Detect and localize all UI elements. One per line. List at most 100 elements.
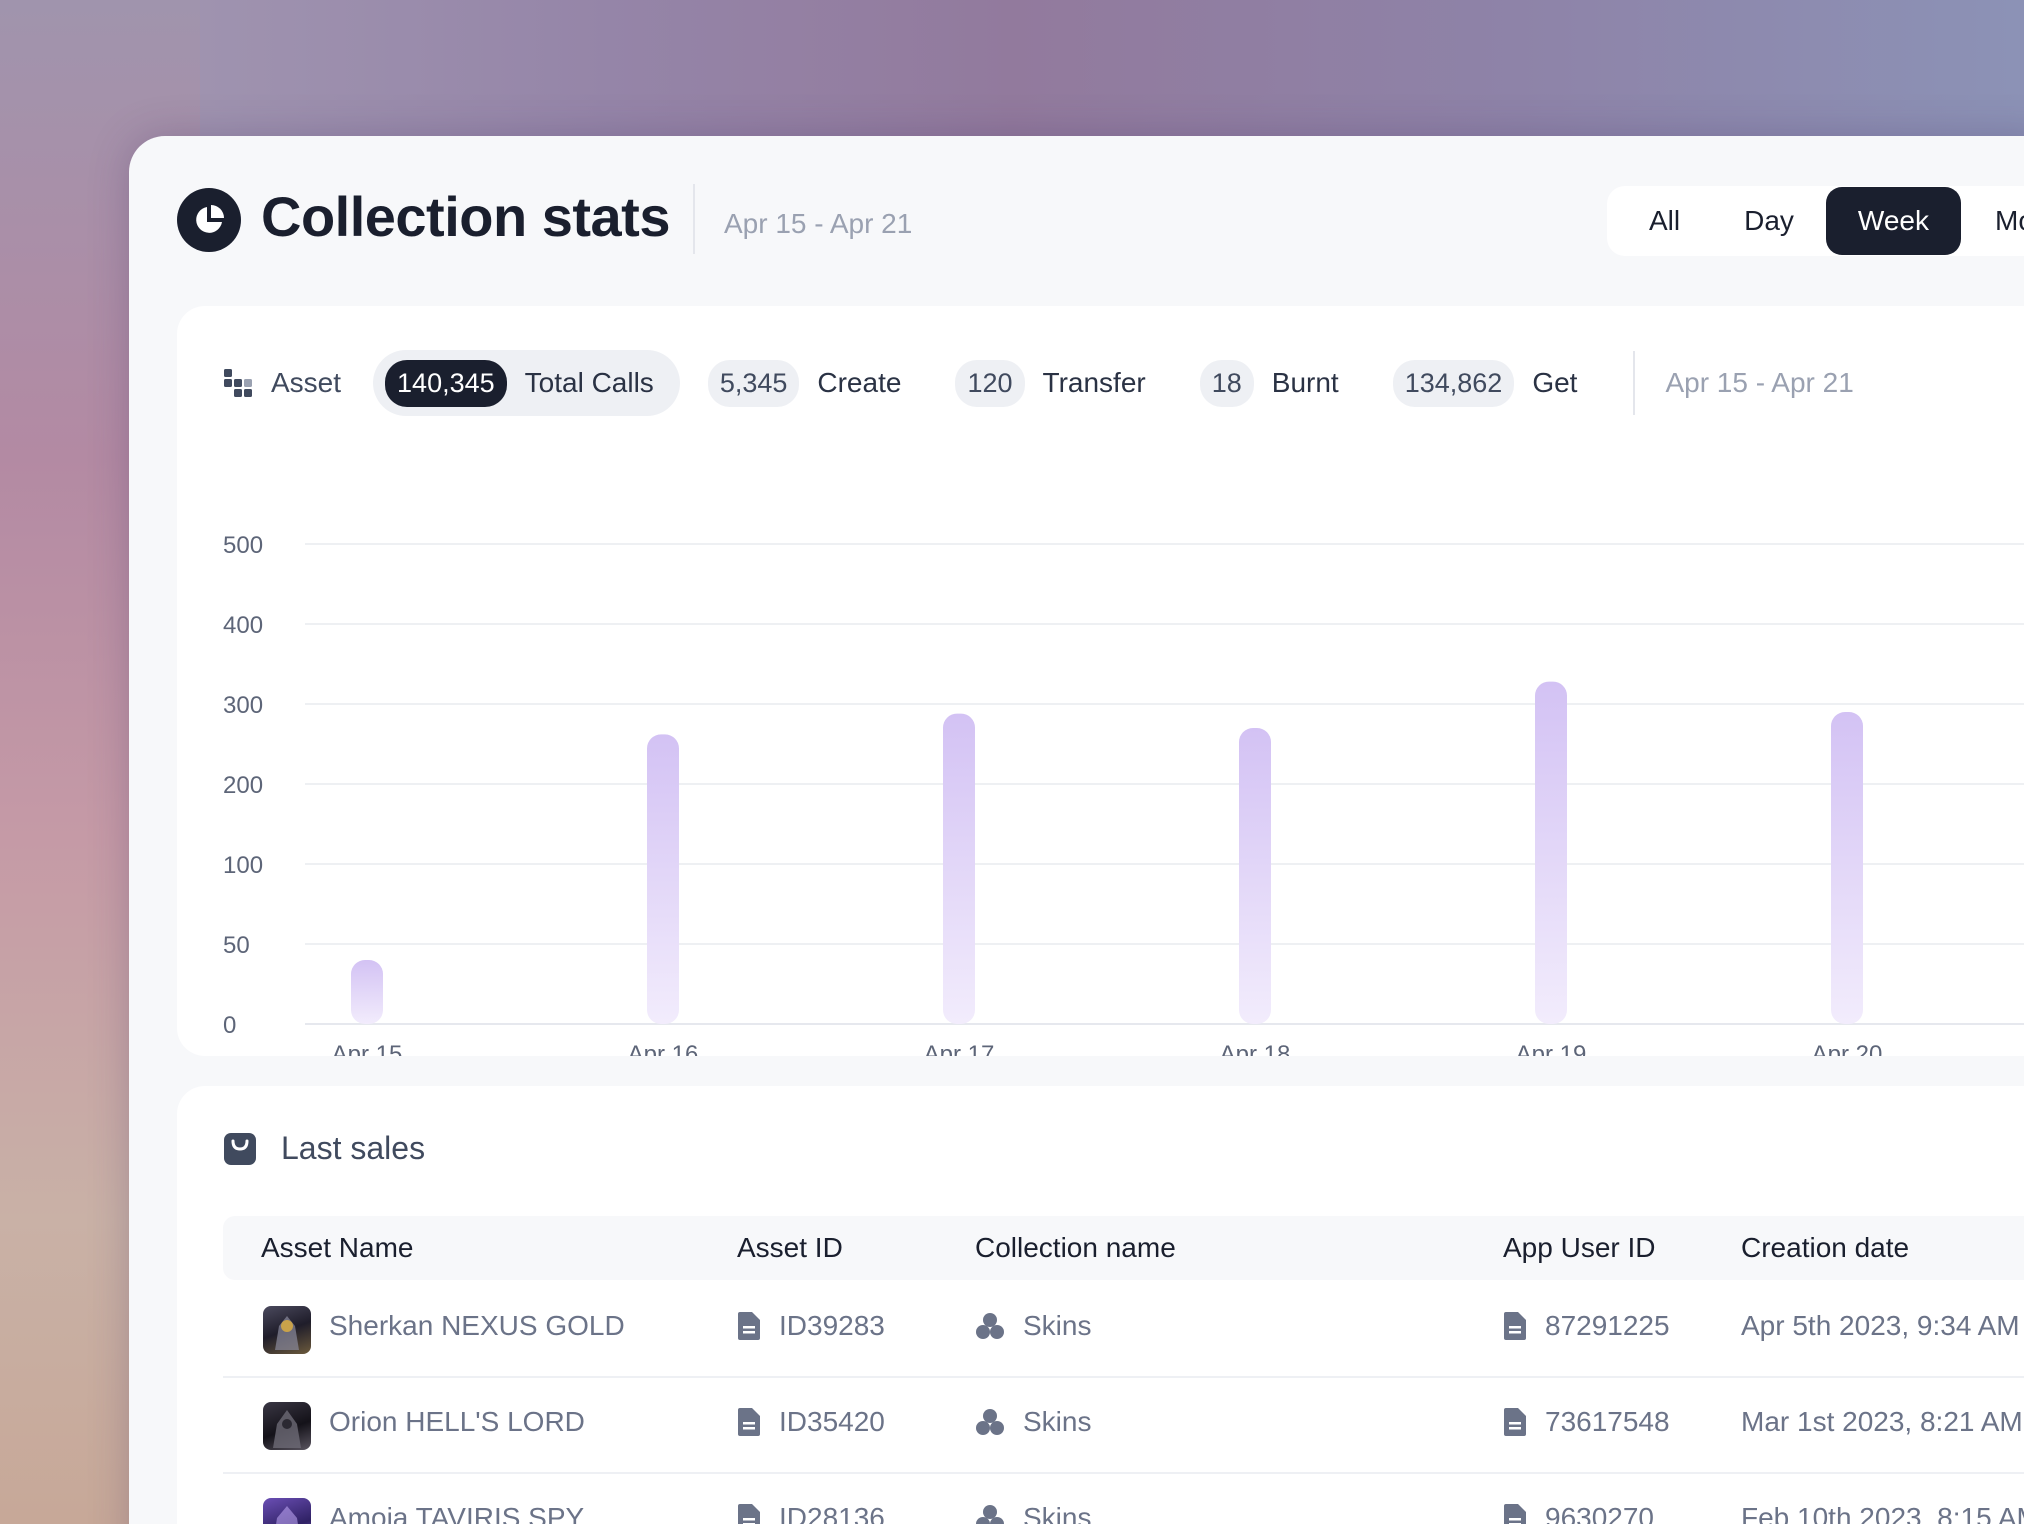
x-tick-label: Apr 17: [924, 1041, 995, 1056]
user-id-cell: 73617548: [1503, 1406, 1670, 1438]
table-row[interactable]: Sherkan NEXUS GOLD ID39283 Skins 8729122…: [223, 1282, 2024, 1378]
stat-value: 120: [955, 359, 1025, 407]
collection-cell: Skins: [975, 1310, 1091, 1342]
y-tick-label: 500: [223, 532, 263, 559]
range-day-button[interactable]: Day: [1744, 205, 1794, 236]
chart-bar[interactable]: [1239, 728, 1271, 1024]
last-sales-card: Last sales Asset Name Asset ID Collectio…: [177, 1086, 2024, 1524]
stat-create[interactable]: 5,345 Create: [696, 350, 928, 416]
asset-thumbnail: [263, 1402, 311, 1450]
bar-chart: 0 50 100 200 300 400 500 Apr 15 Apr 16 Apr 17 Apr …: [223, 532, 2024, 1056]
chart-bar[interactable]: [351, 960, 383, 1024]
last-sales-title: Last sales: [281, 1130, 426, 1166]
asset-filter[interactable]: Asset: [223, 367, 341, 399]
asset-label: Asset: [271, 367, 342, 398]
app-user-id: 9630270: [1545, 1502, 1655, 1524]
asset-id: ID39283: [779, 1310, 885, 1341]
chart-bar[interactable]: [943, 713, 975, 1024]
app-user-id: 73617548: [1545, 1406, 1670, 1437]
x-tick-label: Apr 20: [1812, 1041, 1883, 1056]
stat-label: Total Calls: [524, 367, 654, 398]
document-icon: [737, 1503, 761, 1524]
x-tick-label: Apr 18: [1220, 1041, 1291, 1056]
chart-bar[interactable]: [647, 734, 679, 1024]
stat-total-calls[interactable]: 140,345 Total Calls: [373, 350, 680, 416]
asset-id-cell: ID28136: [737, 1502, 885, 1524]
x-tick-label: Apr 19: [1516, 1041, 1587, 1056]
y-tick-label: 200: [223, 772, 263, 799]
stat-value: 134,862: [1392, 359, 1515, 407]
table-row[interactable]: Amoia TAVIRIS SPY ID28136 Skins 9630270 …: [223, 1474, 2024, 1524]
creation-date: Feb 10th 2023, 8:15 AM: [1741, 1502, 2024, 1524]
stat-label: Burnt: [1271, 367, 1339, 398]
collection-cell: Skins: [975, 1502, 1091, 1524]
stat-label: Create: [817, 367, 902, 398]
column-creation-date[interactable]: Creation date: [1741, 1232, 1910, 1263]
collection-name: Skins: [1023, 1406, 1092, 1437]
app-user-id: 87291225: [1545, 1310, 1670, 1341]
range-switch: All Day Week Mo: [1607, 186, 2024, 256]
range-week-button[interactable]: Week: [1825, 187, 1961, 255]
chart-card: Asset 140,345 Total Calls 5,345 Create 1…: [177, 306, 2024, 1056]
stat-value: 140,345: [385, 359, 507, 407]
stat-value: 18: [1199, 359, 1254, 407]
asset-thumbnail: [263, 1498, 311, 1524]
column-app-user-id[interactable]: App User ID: [1503, 1232, 1656, 1263]
document-icon: [1503, 1503, 1527, 1524]
y-tick-label: 50: [223, 932, 250, 959]
header-date-range: Apr 15 - Apr 21: [724, 208, 913, 239]
y-tick-label: 0: [223, 1012, 236, 1039]
asset-name: Sherkan NEXUS GOLD: [329, 1310, 625, 1341]
page-title: Collection stats: [261, 185, 670, 248]
document-icon: [1503, 1311, 1527, 1341]
creation-date: Apr 5th 2023, 9:34 AM: [1741, 1310, 2020, 1341]
asset-grid-icon: [223, 368, 253, 398]
user-id-cell: 87291225: [1503, 1310, 1670, 1342]
collection-name: Skins: [1023, 1502, 1092, 1524]
asset-name: Amoia TAVIRIS SPY: [329, 1502, 585, 1524]
chart-bar[interactable]: [1535, 681, 1567, 1024]
stats-divider: [1633, 351, 1636, 415]
column-asset-name[interactable]: Asset Name: [261, 1232, 414, 1263]
document-icon: [737, 1407, 761, 1437]
x-tick-label: Apr 15: [332, 1041, 403, 1056]
range-month-button[interactable]: Mo: [1995, 205, 2024, 236]
y-tick-label: 400: [223, 612, 263, 639]
background-top: [0, 0, 2024, 160]
x-tick-label: Apr 16: [628, 1041, 699, 1056]
asset-id: ID35420: [779, 1406, 885, 1437]
document-icon: [1503, 1407, 1527, 1437]
asset-id-cell: ID35420: [737, 1406, 885, 1438]
column-asset-id[interactable]: Asset ID: [737, 1232, 843, 1263]
y-tick-label: 300: [223, 692, 263, 719]
pie-chart-icon: [177, 188, 241, 252]
stat-label: Transfer: [1042, 367, 1146, 398]
table-header: Asset Name Asset ID Collection name App …: [223, 1216, 2024, 1280]
chart-bar[interactable]: [1831, 712, 1863, 1024]
stat-burnt[interactable]: 18 Burnt: [1188, 350, 1365, 416]
creation-date: Mar 1st 2023, 8:21 AM: [1741, 1406, 2023, 1437]
collection-cell: Skins: [975, 1406, 1091, 1438]
document-icon: [737, 1311, 761, 1341]
column-collection-name[interactable]: Collection name: [975, 1232, 1176, 1263]
collection-icon: [975, 1407, 1005, 1437]
dashboard-panel: Collection stats Apr 15 - Apr 21 All Day…: [129, 136, 2024, 1524]
header-divider: [693, 184, 695, 254]
stat-transfer[interactable]: 120 Transfer: [943, 350, 1171, 416]
user-id-cell: 9630270: [1503, 1502, 1654, 1524]
stat-get[interactable]: 134,862 Get: [1381, 350, 1604, 416]
last-sales-header: Last sales: [223, 1130, 425, 1167]
asset-name: Orion HELL'S LORD: [329, 1406, 585, 1437]
shopping-bag-icon: [223, 1132, 257, 1166]
stat-label: Get: [1532, 367, 1578, 398]
asset-id: ID28136: [779, 1502, 885, 1524]
stats-date-range: Apr 15 - Apr 21: [1665, 367, 1854, 398]
asset-id-cell: ID39283: [737, 1310, 885, 1342]
y-tick-label: 100: [223, 852, 263, 879]
collection-icon: [975, 1503, 1005, 1524]
range-all-button[interactable]: All: [1649, 205, 1681, 236]
asset-thumbnail: [263, 1306, 311, 1354]
collection-name: Skins: [1023, 1310, 1092, 1341]
stat-value: 5,345: [707, 359, 800, 407]
table-row[interactable]: Orion HELL'S LORD ID35420 Skins 73617548…: [223, 1378, 2024, 1474]
